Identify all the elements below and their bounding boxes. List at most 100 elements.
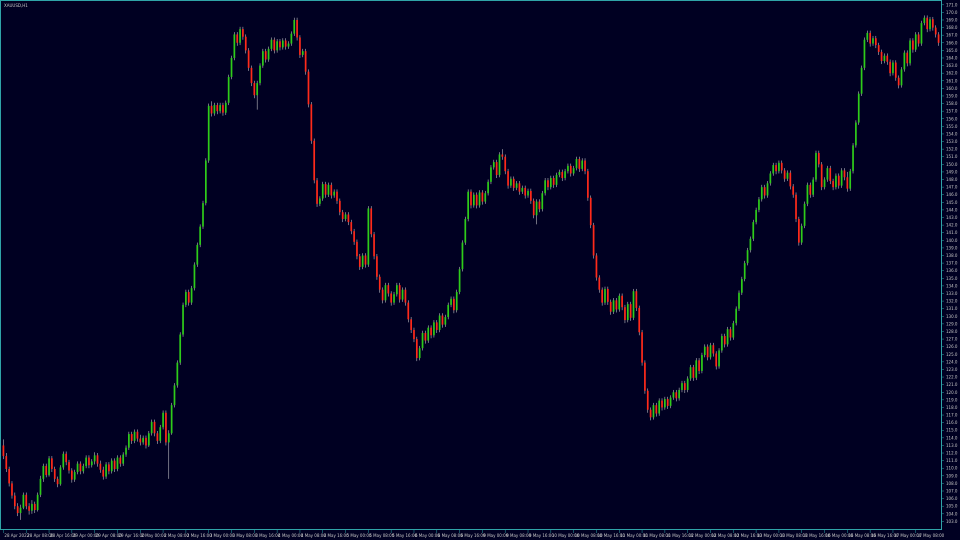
x-tick-label: 11 May 00:00 (620, 533, 648, 538)
candle-body-bull (672, 392, 675, 398)
candle-body-bear (906, 52, 909, 64)
candle-body-bull (755, 209, 757, 223)
x-tick-label: 3 May 08:00 (233, 533, 258, 538)
candle-body-bull (421, 332, 424, 349)
candle-body-bull (852, 145, 854, 172)
y-tick-label: 147.0 (946, 185, 958, 190)
candle-body-bull (93, 455, 96, 462)
candle-body-bull (860, 67, 863, 94)
candle-body-bull (541, 193, 544, 210)
candle-body-bear (242, 29, 244, 37)
candle-body-bull (82, 465, 85, 472)
y-tick-label: 120.0 (946, 390, 958, 395)
candle-body-bear (153, 421, 156, 434)
candle-body-bear (832, 181, 834, 188)
candle-body-bear (584, 160, 586, 172)
candle-body-bear (552, 178, 555, 185)
candle-body-bear (407, 302, 410, 320)
candle-body-bear (236, 34, 239, 43)
candle-body-bull (213, 105, 216, 114)
candle-body-bull (857, 93, 860, 123)
y-tick-label: 160.0 (946, 86, 958, 91)
candle-body-bear (837, 175, 840, 186)
candle-body-bull (427, 327, 430, 341)
candle-body-bear (304, 51, 307, 72)
candle-body-bull (173, 385, 176, 406)
x-tick-label: 4 May 08:00 (301, 533, 326, 538)
candle-body-bull (290, 33, 293, 44)
candle-body-bull (276, 41, 278, 51)
candle-body-bull (721, 336, 723, 351)
candle-body-bull (604, 288, 606, 303)
y-tick-label: 152.0 (946, 147, 958, 152)
candle-body-bull (806, 184, 809, 204)
y-tick-label: 143.0 (946, 215, 958, 220)
candle-body-bear (638, 307, 641, 333)
y-tick-label: 132.0 (946, 299, 958, 304)
candle-body-bull (749, 238, 752, 251)
candle-body-bull (909, 40, 911, 64)
candle-body-bear (869, 32, 872, 44)
y-tick-label: 166.0 (946, 40, 958, 45)
candle-body-bear (51, 458, 53, 469)
y-tick-label: 128.0 (946, 329, 958, 334)
candle-body-bear (25, 494, 28, 507)
x-tick-label: 16 May 08:00 (848, 533, 876, 538)
y-tick-label: 109.0 (946, 473, 958, 478)
x-tick-label: 2 May 00:00 (141, 533, 166, 538)
candle-body-bull (73, 472, 76, 480)
candle-body-bull (490, 167, 492, 182)
y-tick-label: 150.0 (946, 162, 958, 167)
candle-body-bull (732, 323, 735, 338)
candle-body-bull (207, 105, 210, 161)
candle-body-bear (336, 191, 338, 201)
candle-body-bear (28, 506, 30, 511)
candle-body-bull (262, 51, 264, 66)
candle-body-bear (216, 105, 219, 112)
candle-body-bear (13, 495, 16, 507)
candle-body-bear (606, 288, 609, 302)
candle-body-bull (438, 315, 441, 330)
y-tick-label: 149.0 (946, 169, 958, 174)
candle-body-bull (455, 291, 458, 311)
candle-body-bull (558, 171, 561, 175)
candle-body-bear (775, 165, 777, 172)
y-tick-label: 125.0 (946, 352, 958, 357)
y-tick-label: 145.0 (946, 200, 958, 205)
candle-body-bull (227, 76, 230, 103)
candle-body-bull (703, 346, 706, 356)
candle-body-bear (108, 464, 110, 472)
candle-body-bull (549, 178, 552, 188)
candle-body-bull (142, 437, 144, 443)
candle-body-bull (167, 433, 170, 443)
candle-body-bear (70, 470, 73, 480)
y-tick-label: 133.0 (946, 291, 958, 296)
candle-body-bull (740, 279, 743, 293)
candle-body-bull (36, 494, 39, 511)
candle-body-bear (524, 187, 527, 196)
candle-body-bear (299, 37, 301, 55)
y-tick-label: 124.0 (946, 359, 958, 364)
candle-body-bull (401, 289, 404, 300)
candle-body-bull (361, 255, 364, 267)
candle-body-bull (658, 400, 661, 414)
candle-body-bull (150, 421, 153, 434)
y-tick-label: 106.0 (946, 496, 958, 501)
candle-body-bear (595, 255, 598, 278)
candle-body-bear (518, 183, 521, 192)
candle-body-bear (675, 392, 678, 399)
candle-body-bear (387, 285, 390, 294)
candle-body-bear (330, 184, 333, 196)
x-tick-label: 28 Apr 08:00 (27, 533, 54, 538)
candle-body-bear (538, 201, 541, 210)
y-tick-label: 126.0 (946, 344, 958, 349)
candle-body-bull (333, 191, 336, 196)
candle-body-bull (527, 190, 529, 196)
candle-body-bear (698, 360, 700, 371)
x-tick-label: 6 May 00:00 (415, 533, 440, 538)
candle-body-bear (398, 285, 401, 300)
x-tick-label: 12 May 16:00 (734, 533, 762, 538)
x-tick-label: 2 May 08:00 (164, 533, 189, 538)
